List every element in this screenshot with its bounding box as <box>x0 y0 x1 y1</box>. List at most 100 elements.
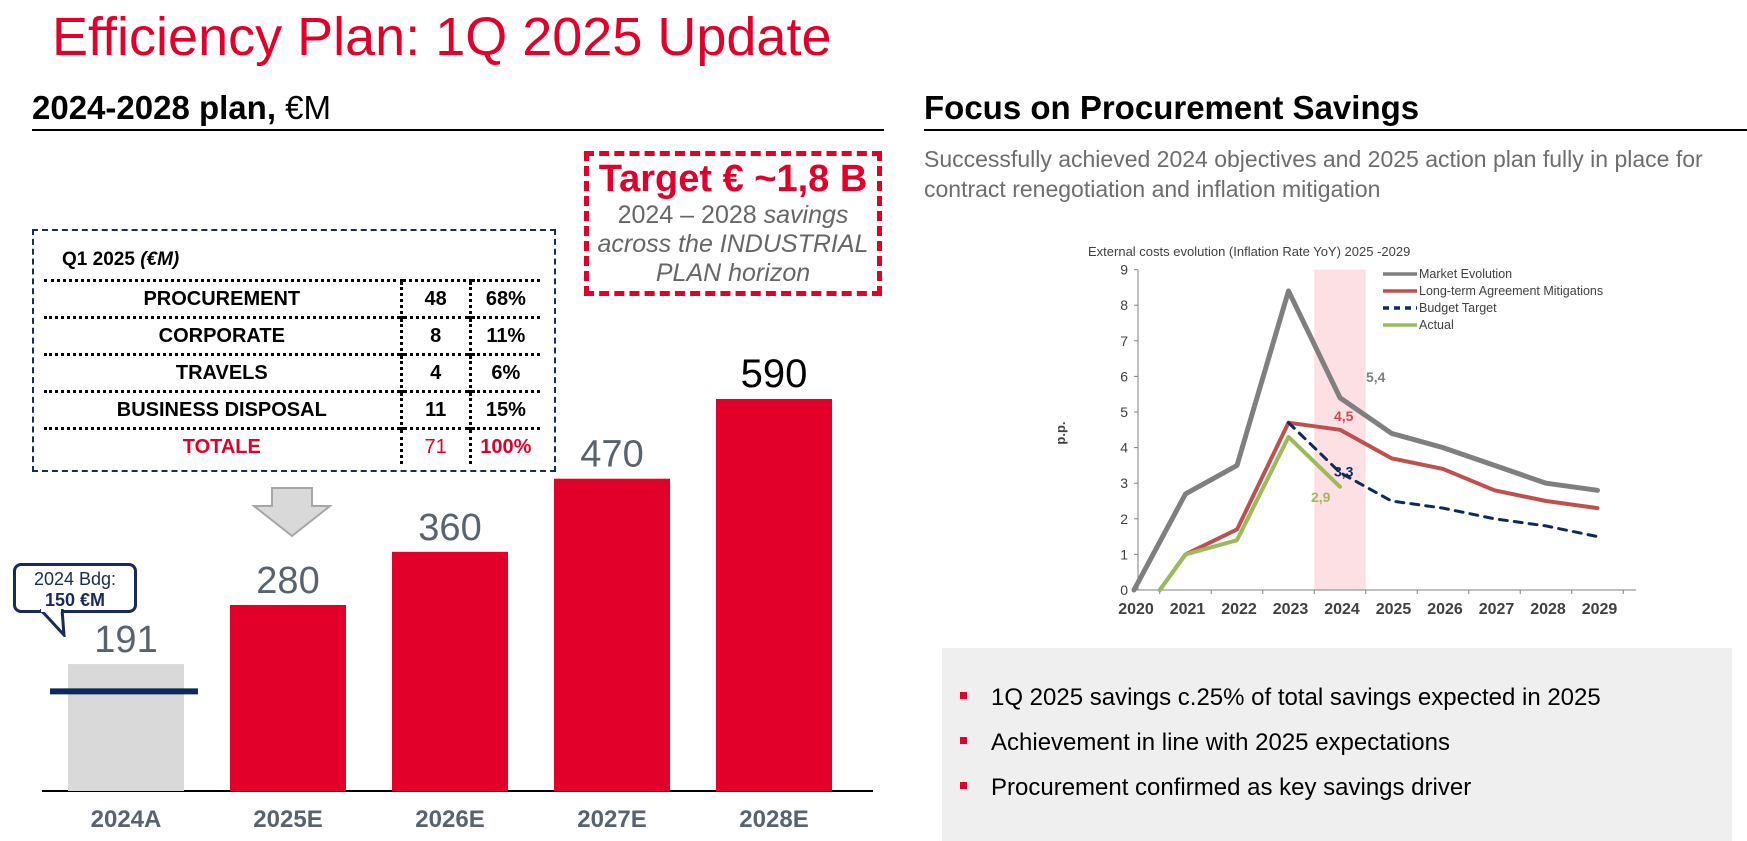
bar-category-label: 2025E <box>253 806 322 833</box>
bar-category-label: 2028E <box>739 806 808 833</box>
row-label: TRAVELS <box>44 353 402 392</box>
row-percent: 15% <box>468 390 540 429</box>
row-value: 11 <box>399 390 471 429</box>
y-tick-label: 6 <box>1120 368 1128 384</box>
row-value: 8 <box>399 316 471 355</box>
total-value: 71 <box>399 427 471 464</box>
annotation-label: 2,9 <box>1311 489 1331 505</box>
target-line1-italic: savings <box>763 201 849 229</box>
target-line3: PLAN horizon <box>655 259 811 287</box>
y-tick-label: 3 <box>1120 475 1128 491</box>
summary-panel: 1Q 2025 savings c.25% of total savings e… <box>942 648 1732 841</box>
y-tick-label: 7 <box>1120 333 1128 349</box>
target-line1-plain: 2024 – 2028 <box>617 201 764 229</box>
annotation-label: 3,3 <box>1334 464 1354 480</box>
target-box: Target € ~1,8 B 2024 – 2028 savings acro… <box>584 151 882 296</box>
bullet-item: 1Q 2025 savings c.25% of total savings e… <box>960 684 1601 712</box>
bullet-square-icon <box>960 692 967 700</box>
bar-value-label: 590 <box>741 352 808 396</box>
left-heading-rule <box>32 129 884 131</box>
y-tick-label: 0 <box>1120 582 1128 598</box>
chart-title: External costs evolution (Inflation Rate… <box>1088 244 1410 259</box>
legend-label: Market Evolution <box>1419 267 1512 281</box>
bullet-item: Achievement in line with 2025 expectatio… <box>960 729 1450 757</box>
target-subtitle: 2024 – 2028 savings across the INDUSTRIA… <box>589 201 877 288</box>
left-section-unit: €M <box>285 89 332 126</box>
page-title: Efficiency Plan: 1Q 2025 Update <box>52 7 832 67</box>
legend-label: Budget Target <box>1419 301 1497 315</box>
row-label: PROCUREMENT <box>44 279 402 318</box>
table-total-row: TOTALE 71 100% <box>44 427 540 464</box>
annotation-label: 4,5 <box>1334 408 1354 424</box>
y-tick-label: 5 <box>1120 404 1128 420</box>
legend-label: Actual <box>1419 318 1454 332</box>
y-tick-label: 4 <box>1120 440 1128 456</box>
total-label: TOTALE <box>44 427 402 464</box>
bar-2024A <box>68 664 184 791</box>
bullet-text: 1Q 2025 savings c.25% of total savings e… <box>991 684 1601 711</box>
left-section-title: 2024-2028 plan, <box>32 89 276 126</box>
q1-breakdown-box: Q1 2025 (€M) PROCUREMENT 48 68% CORPORAT… <box>32 229 556 472</box>
y-tick-label: 2 <box>1120 511 1128 527</box>
bullet-item: Procurement confirmed as key savings dri… <box>960 774 1471 802</box>
down-arrow-icon <box>251 487 333 538</box>
x-tick-label: 2020 <box>1118 601 1154 618</box>
series-line-3 <box>1287 421 1599 539</box>
y-tick-label: 1 <box>1120 546 1128 562</box>
bullet-text: Achievement in line with 2025 expectatio… <box>991 729 1450 756</box>
x-tick-label: 2028 <box>1530 601 1566 618</box>
bar-value-label: 360 <box>418 507 481 549</box>
right-section-heading: Focus on Procurement Savings <box>924 89 1420 126</box>
bullet-square-icon <box>960 737 967 745</box>
bar-2027E <box>554 478 670 791</box>
series-line-4 <box>1157 434 1342 592</box>
q1-table-title: Q1 2025 (€M) <box>62 249 179 271</box>
bullet-square-icon <box>960 782 967 790</box>
q1-title-unit: (€M) <box>140 249 180 270</box>
series-line-2 <box>1157 420 1600 592</box>
bar-2026E <box>392 551 508 791</box>
x-tick-label: 2021 <box>1170 601 1206 618</box>
table-row: PROCUREMENT 48 68% <box>44 279 540 318</box>
budget-callout-line2: 150 €M <box>44 590 106 610</box>
q1-title-label: Q1 2025 <box>62 249 135 270</box>
y-axis-label: p.p. <box>1053 421 1068 444</box>
y-tick-label: 8 <box>1120 297 1128 313</box>
row-percent: 68% <box>468 279 540 318</box>
table-row: BUSINESS DISPOSAL 11 15% <box>44 390 540 429</box>
total-percent: 100% <box>468 427 540 464</box>
row-label: BUSINESS DISPOSAL <box>44 390 402 429</box>
bar-value-label: 280 <box>256 560 319 602</box>
row-percent: 11% <box>468 316 540 355</box>
row-percent: 6% <box>468 353 540 392</box>
row-value: 48 <box>399 279 471 318</box>
table-row: CORPORATE 8 11% <box>44 316 540 355</box>
bar-category-label: 2024A <box>91 806 162 833</box>
bar-category-label: 2026E <box>415 806 484 833</box>
bar-category-label: 2027E <box>577 806 646 833</box>
x-tick-label: 2023 <box>1273 601 1309 618</box>
y-tick-label: 9 <box>1120 262 1128 278</box>
left-section-heading: 2024-2028 plan, €M <box>32 89 331 127</box>
q1-table: PROCUREMENT 48 68% CORPORATE 8 11% TRAVE… <box>44 279 540 464</box>
x-tick-label: 2022 <box>1221 601 1257 618</box>
x-tick-label: 2025 <box>1376 601 1412 618</box>
budget-callout-line1: 2024 Bdg: <box>33 569 117 589</box>
inflation-line-chart: External costs evolution (Inflation Rate… <box>1053 244 1636 618</box>
budget-callout: 2024 Bdg: 150 €M <box>13 563 137 613</box>
annotation-label: 5,4 <box>1366 369 1386 385</box>
table-row: TRAVELS 4 6% <box>44 353 540 392</box>
x-tick-label: 2024 <box>1324 601 1360 618</box>
target-line2: across the INDUSTRIAL <box>597 230 869 258</box>
x-tick-label: 2027 <box>1479 601 1515 618</box>
bar-2028E <box>716 399 832 791</box>
target-title: Target € ~1,8 B <box>598 158 868 200</box>
x-tick-label: 2026 <box>1427 601 1463 618</box>
bar-2025E <box>230 604 346 791</box>
procurement-description: Successfully achieved 2024 objectives an… <box>924 146 1703 202</box>
bar-value-label: 191 <box>94 619 157 661</box>
savings-bar-chart: 191 2024A 280 2025E 360 2026E 470 2027E 590 2028E <box>42 352 873 833</box>
row-value: 4 <box>399 353 471 392</box>
bar-value-label: 470 <box>580 434 643 476</box>
series-line-1 <box>1131 288 1600 593</box>
